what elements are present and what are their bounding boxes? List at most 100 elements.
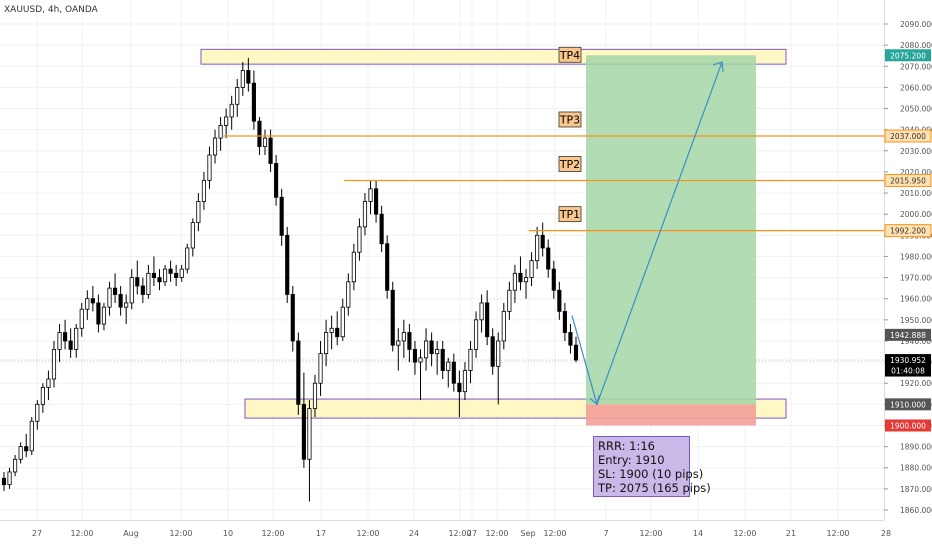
y-tick-label: 2020.000 — [900, 168, 932, 177]
y-tick-label: 2080.000 — [900, 41, 932, 50]
price-label: 1942.888 — [890, 331, 926, 340]
x-tick-label: 10 — [223, 529, 233, 538]
candle-body — [412, 349, 418, 363]
candle-body — [146, 272, 151, 295]
candle-body — [46, 378, 51, 388]
y-tick-label: 2050.000 — [900, 105, 932, 114]
y-tick-label: 1920.000 — [900, 379, 932, 388]
candle-body — [290, 294, 295, 342]
candle-body — [390, 289, 395, 346]
position-info-box[interactable]: RRR: 1:16 Entry: 1910 SL: 1900 (10 pips)… — [593, 436, 711, 497]
candle-body — [101, 306, 107, 325]
price-label-box — [885, 419, 931, 432]
x-tick-label: 14 — [693, 529, 703, 538]
rrr-text: RRR: 1:16 — [598, 439, 655, 453]
x-tick-label: 24 — [409, 529, 419, 538]
y-tick-label: 1960.000 — [900, 295, 932, 304]
price-axis[interactable]: 2090.000 2080.000 2070.000 2060.000 2050.000… — [884, 0, 932, 550]
y-tick-label: 2010.000 — [900, 189, 932, 198]
x-tick-label: 12:00 — [70, 529, 93, 538]
tp-label-box-tp4 — [558, 46, 582, 63]
y-tick-label: 2000.000 — [900, 210, 932, 219]
price-label-box — [884, 224, 932, 238]
y-tick-label: 2060.000 — [900, 83, 932, 92]
tp-layer: TP4 TP3 TP2 TP1 — [222, 46, 884, 232]
price-axis-bg — [884, 0, 932, 550]
candle-body — [507, 289, 512, 312]
candle-body — [268, 137, 273, 164]
candle-layer — [1, 57, 579, 502]
tp-label-tp1: TP1 — [559, 208, 580, 221]
y-tick-label: 1870.000 — [900, 485, 932, 494]
position-layer — [586, 55, 756, 426]
candle-body — [529, 260, 534, 278]
candle-body — [229, 103, 234, 118]
candle-body — [329, 327, 334, 333]
candle-body — [118, 294, 123, 308]
candle-body — [235, 86, 240, 105]
candle-body — [423, 340, 429, 359]
candle-body — [368, 188, 373, 202]
x-tick-label: Aug — [123, 529, 139, 538]
y-tick-label: 1880.000 — [900, 464, 932, 473]
x-tick-label: 28 — [881, 529, 891, 538]
candle-body — [35, 403, 40, 422]
candle-body — [324, 332, 329, 355]
candle-body — [318, 353, 323, 384]
candle-body — [568, 332, 573, 346]
x-tick-label: 12:00 — [261, 529, 284, 538]
arrow-down — [571, 315, 598, 405]
candle-body — [7, 471, 12, 486]
tp-label-box-tp2 — [558, 156, 582, 172]
candle-body — [379, 213, 384, 245]
candle-body — [74, 327, 79, 350]
candle-body — [57, 332, 62, 350]
candle-body — [51, 349, 57, 380]
stop-loss-text: SL: 1900 (10 pips) — [598, 467, 704, 481]
candle-body — [407, 332, 412, 350]
price-label: 1910.000 — [890, 400, 926, 409]
candle-body — [385, 243, 390, 291]
price-label-box — [885, 354, 931, 367]
profit-area — [586, 55, 756, 405]
candle-body — [279, 196, 284, 236]
candle-body — [468, 349, 473, 371]
candle-body — [63, 332, 68, 342]
symbol-title: XAUUSD, 4h, OANDA — [4, 5, 98, 15]
entry-text: Entry: 1910 — [598, 453, 665, 467]
candle-body — [451, 361, 456, 384]
price-label: 2015.950 — [890, 176, 926, 185]
price-label-box — [885, 364, 931, 377]
candle-body — [473, 319, 479, 350]
candle-body — [190, 222, 195, 249]
candle-body — [462, 370, 467, 393]
candle-body — [174, 272, 179, 278]
x-tick-label: 12:00 — [169, 529, 192, 538]
candle-body — [535, 234, 540, 262]
candle-body — [557, 289, 562, 312]
candle-body — [362, 201, 368, 228]
candle-body — [157, 277, 162, 283]
candle-body — [179, 268, 184, 278]
price-label: 1900.000 — [890, 421, 926, 430]
x-tick-label: 12:00 — [448, 529, 471, 538]
y-tick-label: 2090.000 — [900, 20, 932, 29]
candle-body — [13, 458, 18, 473]
x-tick-label: 27 — [32, 529, 42, 538]
candle-body — [162, 268, 168, 283]
candle-body — [40, 387, 45, 405]
candle-body — [351, 251, 356, 283]
candle-body — [168, 268, 173, 274]
candle-body — [479, 302, 484, 321]
candle-body — [135, 277, 140, 287]
candle-body — [296, 340, 301, 405]
candle-body — [196, 201, 201, 224]
candle-body — [346, 281, 351, 308]
candle-body — [24, 446, 29, 452]
candle-body — [546, 247, 551, 270]
y-tick-label: 1860.000 — [900, 506, 932, 515]
candle-body — [357, 226, 362, 253]
